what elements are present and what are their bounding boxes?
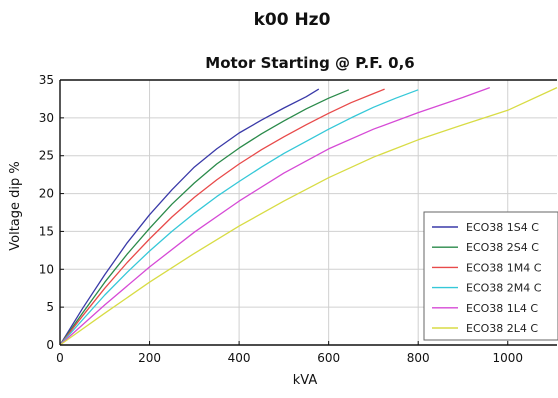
axes: 0 200 400 600 800 1000 0 5 10 15 20 25 30 35	[39, 73, 557, 365]
x-tick-label: 0	[56, 351, 64, 365]
series-line-3	[59, 88, 385, 346]
legend-label-6: ECO38 2L4 C	[466, 322, 538, 335]
x-tick-label: 1000	[492, 351, 523, 365]
x-tick-label: 400	[228, 351, 251, 365]
x-tick-label: 200	[138, 351, 161, 365]
x-tick-label: 800	[407, 351, 430, 365]
legend-label-3: ECO38 1M4 C	[466, 261, 542, 274]
y-axis-label: Voltage dip %	[8, 161, 23, 251]
legend: ECO38 1S4 C ECO38 2S4 C ECO38 1M4 C ECO38 2…	[423, 211, 558, 341]
x-axis-label: kVA	[293, 373, 318, 388]
y-tick-label: 5	[46, 300, 54, 314]
x-tick-label: 600	[317, 351, 340, 365]
legend-label-5: ECO38 1L4 C	[466, 302, 538, 315]
y-tick-label: 35	[39, 73, 54, 87]
y-tick-label: 10	[39, 262, 54, 276]
series-line-5	[59, 86, 491, 346]
legend-label-1: ECO38 1S4 C	[466, 221, 539, 234]
series-line-2	[59, 89, 350, 346]
legend-label-2: ECO38 2S4 C	[466, 241, 539, 254]
y-tick-label: 20	[39, 187, 54, 201]
legend-box	[423, 211, 558, 341]
y-tick-label: 25	[39, 149, 54, 163]
chart-title: Motor Starting @ P.F. 0,6	[205, 54, 414, 72]
series-line-6	[59, 87, 558, 346]
series-line-4	[59, 89, 419, 346]
legend-label-4: ECO38 2M4 C	[466, 282, 542, 295]
y-tick-label: 15	[39, 224, 54, 238]
chart-header: k00 Hz0	[254, 10, 331, 30]
y-tick-label: 30	[39, 111, 54, 125]
series-lines	[59, 86, 558, 346]
y-tick-label: 0	[46, 338, 54, 352]
series-line-1	[59, 88, 320, 346]
